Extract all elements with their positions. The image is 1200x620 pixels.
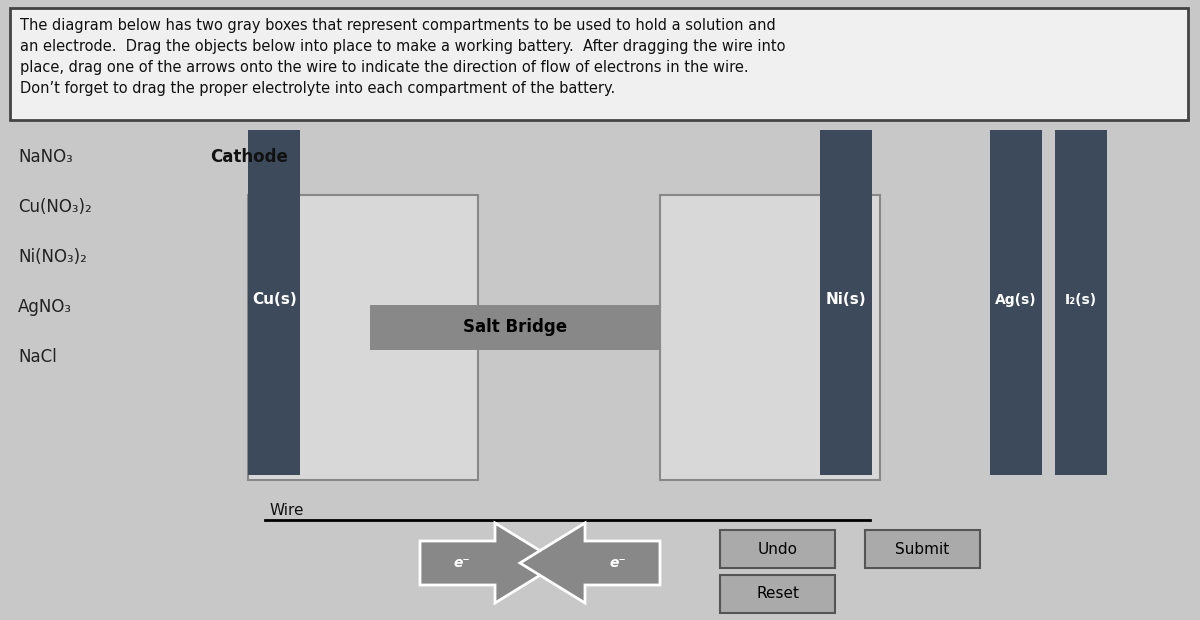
FancyBboxPatch shape (248, 195, 478, 480)
Text: Ni(NO₃)₂: Ni(NO₃)₂ (18, 248, 86, 266)
FancyBboxPatch shape (990, 130, 1042, 475)
FancyBboxPatch shape (248, 130, 300, 475)
FancyBboxPatch shape (720, 575, 835, 613)
FancyBboxPatch shape (10, 8, 1188, 120)
Text: The diagram below has two gray boxes that represent compartments to be used to h: The diagram below has two gray boxes tha… (20, 18, 786, 96)
Text: Undo: Undo (757, 541, 798, 557)
Text: Cu(NO₃)₂: Cu(NO₃)₂ (18, 198, 91, 216)
FancyBboxPatch shape (720, 530, 835, 568)
FancyBboxPatch shape (865, 530, 980, 568)
Polygon shape (520, 523, 660, 603)
FancyBboxPatch shape (820, 130, 872, 475)
Text: I₂(s): I₂(s) (1064, 293, 1097, 307)
Text: e⁻: e⁻ (454, 556, 470, 570)
Text: Submit: Submit (895, 541, 949, 557)
Text: NaNO₃: NaNO₃ (18, 148, 73, 166)
FancyBboxPatch shape (660, 195, 880, 480)
FancyBboxPatch shape (1055, 130, 1108, 475)
Polygon shape (420, 523, 560, 603)
Text: Cu(s): Cu(s) (253, 293, 298, 308)
Text: e⁻: e⁻ (610, 556, 626, 570)
Text: NaCl: NaCl (18, 348, 56, 366)
Text: Ni(s): Ni(s) (826, 293, 866, 308)
Text: Cathode: Cathode (210, 148, 288, 166)
Text: Wire: Wire (270, 503, 305, 518)
Text: AgNO₃: AgNO₃ (18, 298, 72, 316)
FancyBboxPatch shape (248, 130, 300, 475)
FancyBboxPatch shape (370, 305, 660, 350)
Text: Ag(s): Ag(s) (995, 293, 1037, 307)
Text: Reset: Reset (756, 587, 799, 601)
Text: Salt Bridge: Salt Bridge (463, 319, 568, 337)
